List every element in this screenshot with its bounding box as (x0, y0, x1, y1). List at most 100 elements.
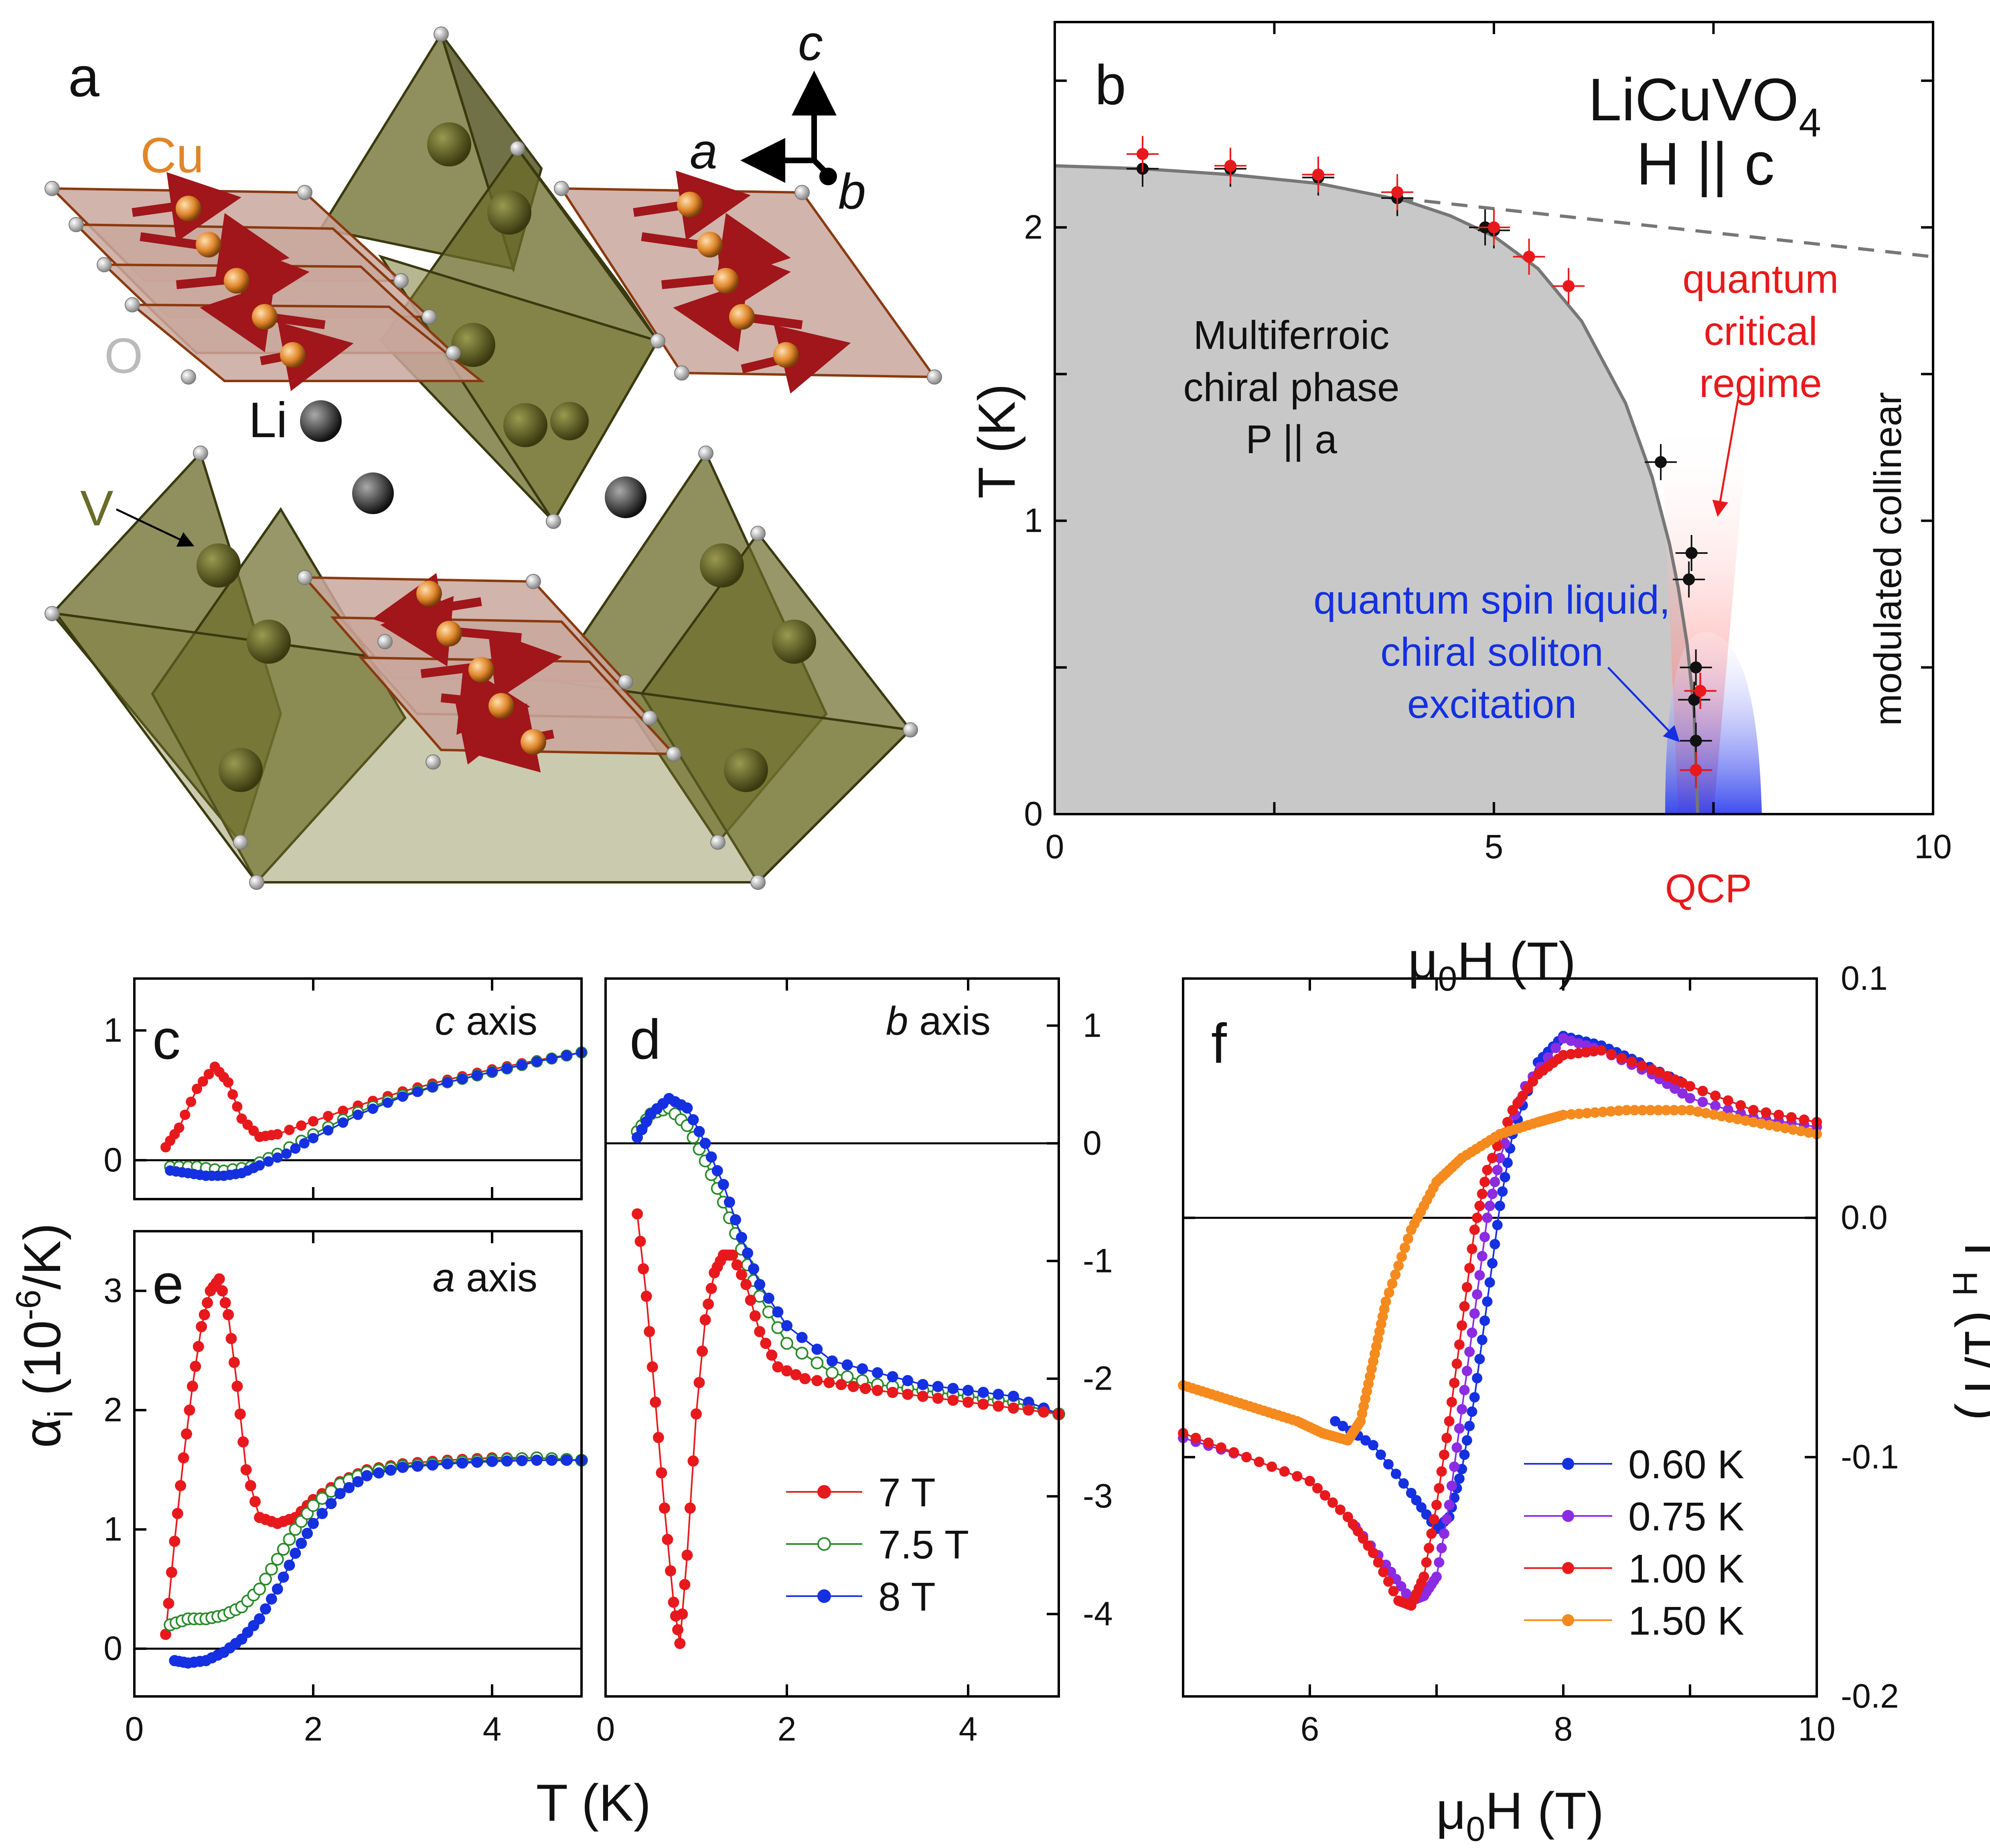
data-point (1384, 1287, 1394, 1298)
data-point (977, 1398, 989, 1410)
data-point (231, 1380, 243, 1392)
data-point (229, 1357, 240, 1368)
data-point (1449, 1378, 1460, 1388)
data-point (442, 1077, 453, 1088)
data-point (665, 1565, 676, 1576)
data-point (1474, 1200, 1485, 1211)
data-point (169, 1536, 180, 1547)
data-point (841, 1370, 854, 1383)
data-point (1621, 1105, 1632, 1116)
data-point (1761, 1107, 1771, 1118)
data-point (272, 1152, 283, 1163)
data-point (546, 1455, 557, 1466)
collinear-label: modulated collinear (1866, 392, 1909, 726)
data-point (1723, 1095, 1733, 1106)
data-point (754, 1326, 766, 1337)
data-point (334, 1488, 346, 1499)
y-tick-label: -3 (1083, 1477, 1113, 1515)
data-point (1748, 1105, 1759, 1116)
data-point (1380, 1296, 1391, 1307)
data-point (1424, 1543, 1435, 1554)
data-point (175, 1480, 186, 1491)
data-point (367, 1103, 378, 1114)
multiferroic-region (1055, 166, 1698, 815)
data-point (1487, 1258, 1498, 1269)
data-point (1429, 1514, 1439, 1525)
y-tick-label: -0.1 (1841, 1438, 1899, 1475)
y-tick-label: 0.1 (1841, 959, 1888, 997)
lower-v-atoms (197, 543, 816, 792)
data-point (1566, 1109, 1577, 1120)
legend-label: 7.5 T (878, 1522, 969, 1567)
data-point (283, 1533, 296, 1546)
data-point (659, 1502, 670, 1514)
data-point (296, 1120, 307, 1131)
data-point (1588, 1046, 1599, 1057)
data-point (1653, 1105, 1664, 1116)
data-point (1787, 1124, 1798, 1135)
data-point (1565, 1049, 1576, 1060)
data-point (546, 1053, 557, 1064)
data-point (1606, 1049, 1617, 1060)
data-point (672, 1624, 684, 1635)
phase-point (1690, 661, 1702, 674)
data-point (227, 1089, 238, 1100)
data-point (1773, 1110, 1784, 1121)
data-point (1489, 1239, 1500, 1250)
f-xlabel-sub: 0 (1466, 1810, 1485, 1848)
data-point (1495, 1153, 1505, 1163)
data-point (1464, 1346, 1475, 1357)
data-point (1710, 1090, 1721, 1101)
data-point (1398, 1478, 1409, 1489)
data-point (1441, 1433, 1452, 1443)
e-axis-title: a axis (433, 1255, 537, 1300)
data-point (223, 1309, 234, 1321)
data-point (780, 1337, 793, 1350)
data-point (442, 1458, 453, 1469)
phase-boundary-line (1054, 164, 1700, 815)
data-point (1764, 1120, 1775, 1131)
panel-f-label: f (1211, 1012, 1227, 1075)
data-point (872, 1367, 883, 1379)
data-point (1685, 1081, 1695, 1092)
legend-marker (1562, 1510, 1574, 1522)
data-point (1716, 1111, 1727, 1122)
d-axis-title: b axis (886, 999, 991, 1044)
data-point (1203, 1437, 1214, 1448)
upper-tetrahedra (319, 31, 660, 524)
atom-label-v: V (80, 481, 113, 536)
data-point (705, 1151, 717, 1163)
data-point (1451, 1442, 1462, 1453)
qcr-arrow (1712, 388, 1741, 517)
f-ylabel-unit: (1/T) (1954, 1296, 1990, 1421)
d-axis-rest: axis (908, 999, 991, 1044)
data-point (181, 1428, 193, 1440)
data-point (1383, 1576, 1394, 1587)
data-point (193, 1341, 204, 1352)
data-point (197, 1076, 208, 1087)
data-point (730, 1214, 741, 1226)
f-xlabel-mu: μ (1436, 1781, 1466, 1840)
data-point (1786, 1112, 1797, 1123)
y-tick-label: 2 (1024, 208, 1043, 246)
data-point (1636, 1060, 1647, 1071)
data-point (1292, 1471, 1303, 1482)
panel-c-frame (133, 977, 583, 1200)
data-point (1444, 1416, 1455, 1427)
data-point (977, 1386, 989, 1398)
data-point (781, 1365, 792, 1377)
data-point (203, 1069, 214, 1080)
axis-b-dot (819, 168, 837, 185)
data-point (299, 1138, 310, 1149)
data-point (1457, 1320, 1467, 1331)
y-tick-label: 3 (103, 1272, 122, 1309)
ylabel-alpha: α (13, 1418, 71, 1448)
data-point (887, 1371, 898, 1382)
data-point (1472, 1373, 1483, 1384)
data-point (634, 1236, 646, 1247)
c-axis-title: c axis (435, 999, 537, 1044)
legend-marker (1562, 1458, 1574, 1470)
legend-label: 1.00 K (1628, 1546, 1744, 1591)
data-point (1550, 1043, 1561, 1054)
data-point (963, 1396, 974, 1408)
